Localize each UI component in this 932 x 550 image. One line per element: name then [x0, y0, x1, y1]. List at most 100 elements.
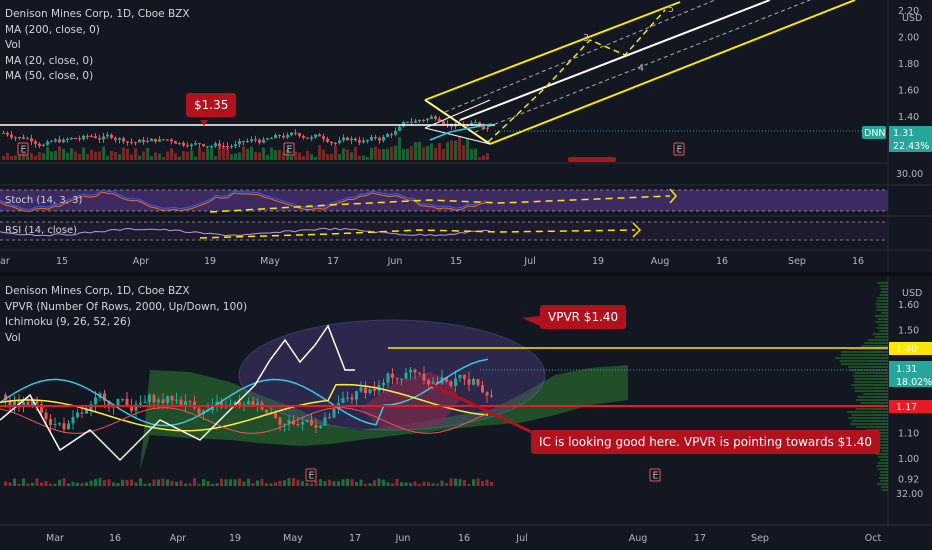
top-volume-bar — [486, 153, 489, 160]
earnings-marker — [17, 142, 29, 156]
vpvr-bar-down — [884, 330, 888, 332]
top-legend-vol[interactable]: Vol — [5, 39, 21, 51]
top-legend-ma50[interactable]: MA (50, close, 0) — [5, 70, 94, 82]
top-volume-bar — [402, 148, 405, 160]
top-candle-body — [178, 142, 181, 144]
bottom-candle-body — [449, 381, 453, 386]
axes[interactable]: 2.20 2.00 1.80 1.60 1.40 USD 30.00 ar 15 Apr 19 May… — [0, 6, 932, 544]
bottom-candle-body — [310, 419, 313, 426]
top-price-axis: 2.20 2.00 1.80 1.60 1.40 USD 30.00 — [896, 6, 923, 180]
top-volume-bar — [326, 154, 329, 160]
bottom-volume-bar — [98, 478, 102, 486]
top-candle-body — [130, 141, 133, 143]
vpvr-bar-up — [880, 291, 886, 293]
callout-vpvr-pointer — [522, 316, 540, 326]
bottom-volume-bar — [40, 482, 43, 486]
top-candle-body — [394, 130, 397, 135]
top-last-price: 1.31 — [893, 128, 914, 139]
bottom-time-tick-label: Apr — [170, 533, 187, 544]
top-candle-body — [98, 137, 101, 140]
top-candle-body — [206, 146, 209, 148]
bottom-volume-bar — [62, 478, 66, 486]
bottom-candle-body — [287, 420, 291, 425]
top-volume-bar — [266, 154, 269, 160]
vpvr-bar-up — [876, 306, 884, 308]
top-volume-bar — [54, 150, 57, 160]
bottom-legend: Denison Mines Corp, 1D, Cboe BZX VPVR (N… — [5, 284, 247, 346]
bottom-candle-body — [292, 420, 295, 425]
top-candle-body — [2, 132, 5, 134]
bottom-candle-body — [490, 395, 493, 397]
bottom-volume-bar — [17, 483, 21, 486]
bottom-volume-bar — [13, 478, 16, 486]
top-volume-bar — [298, 152, 301, 160]
top-candle-body — [258, 139, 261, 143]
top-volume-bar — [330, 154, 333, 160]
top-candle-body — [50, 141, 53, 143]
vpvr-bar-down — [884, 324, 888, 326]
bottom-candle-body — [67, 423, 70, 430]
vpvr-bar-down — [884, 447, 888, 449]
bottom-volume-bar — [283, 480, 286, 486]
top-candle-body — [278, 135, 281, 137]
bottom-volume-bar — [80, 483, 84, 486]
bottom-legend-vpvr[interactable]: VPVR (Number Of Rows, 2000, Up/Down, 100… — [5, 300, 248, 313]
top-candle-body — [314, 134, 317, 138]
top-currency-label: USD — [902, 13, 922, 24]
bottom-volume-bar — [67, 483, 70, 486]
top-volume-bar — [10, 156, 13, 160]
bottom-legend-ichimoku[interactable]: Ichimoku (9, 26, 52, 26) — [5, 316, 131, 328]
vpvr-bar-down — [872, 417, 888, 419]
vpvr-bar-down — [874, 378, 888, 380]
top-candle-body — [142, 139, 145, 143]
bottom-candle-body — [143, 401, 147, 404]
bottom-candle-body — [31, 400, 34, 406]
vpvr-bar-down — [882, 315, 888, 317]
bottom-candle-body — [386, 373, 390, 383]
vpvr-bar-up — [880, 459, 885, 461]
callout-ic[interactable]: IC is looking good here. VPVR is pointin… — [531, 430, 881, 454]
top-candle-body — [470, 122, 473, 126]
vpvr-bar-up — [879, 447, 885, 449]
bottom-last-price: 1.31 — [896, 364, 917, 375]
top-legend-title[interactable]: Denison Mines Corp, 1D, Cboe BZX — [5, 8, 190, 20]
callout-vpvr[interactable]: VPVR $1.40 — [540, 305, 627, 329]
bottom-candle-body — [13, 399, 16, 407]
top-legend-ma200[interactable]: MA (200, close, 0) — [5, 23, 100, 36]
bottom-price-tick-label: 1.10 — [898, 428, 919, 439]
top-volume-bar — [106, 155, 109, 160]
level-117-tag: 1.17 — [896, 402, 917, 413]
top-volume-bar — [370, 148, 373, 160]
rsi-label[interactable]: RSI (14, close) — [5, 225, 78, 236]
vpvr-bar-down — [884, 474, 888, 476]
bottom-candle-body — [355, 391, 358, 400]
vpvr-bar-down — [873, 420, 888, 422]
bottom-candle-body — [283, 424, 286, 426]
bottom-legend-title[interactable]: Denison Mines Corp, 1D, Cboe BZX — [5, 285, 190, 297]
bottom-candle-body — [8, 400, 12, 407]
vpvr-bar-down — [877, 345, 888, 347]
bottom-volume-bar — [242, 481, 246, 486]
top-volume-bar — [438, 143, 441, 160]
bottom-price-tick-label: 1.60 — [898, 300, 919, 311]
earnings-marker — [305, 468, 317, 482]
bottom-candle-body — [4, 394, 7, 401]
vpvr-bar-up — [856, 426, 876, 428]
stoch-label[interactable]: Stoch (14, 3, 3) — [5, 195, 83, 206]
top-volume-axis-label: 30.00 — [896, 169, 923, 180]
vpvr-bar-down — [883, 282, 888, 284]
vpvr-bar-up — [854, 372, 875, 374]
top-candle-body — [230, 146, 233, 148]
bottom-volume-bar — [139, 478, 142, 486]
top-legend-ma20[interactable]: MA (20, close, 0) — [5, 54, 94, 67]
top-candle-body — [402, 121, 405, 127]
top-drawings[interactable]: 3 4 5 E E E — [0, 0, 888, 162]
top-volume-bar — [406, 148, 409, 160]
bottom-legend-vol[interactable]: Vol — [5, 331, 21, 344]
top-volume-bar — [174, 153, 177, 160]
bottom-volume-bar — [157, 479, 160, 486]
top-candle-body — [322, 136, 325, 139]
callout-135[interactable]: $1.35 — [186, 93, 237, 117]
